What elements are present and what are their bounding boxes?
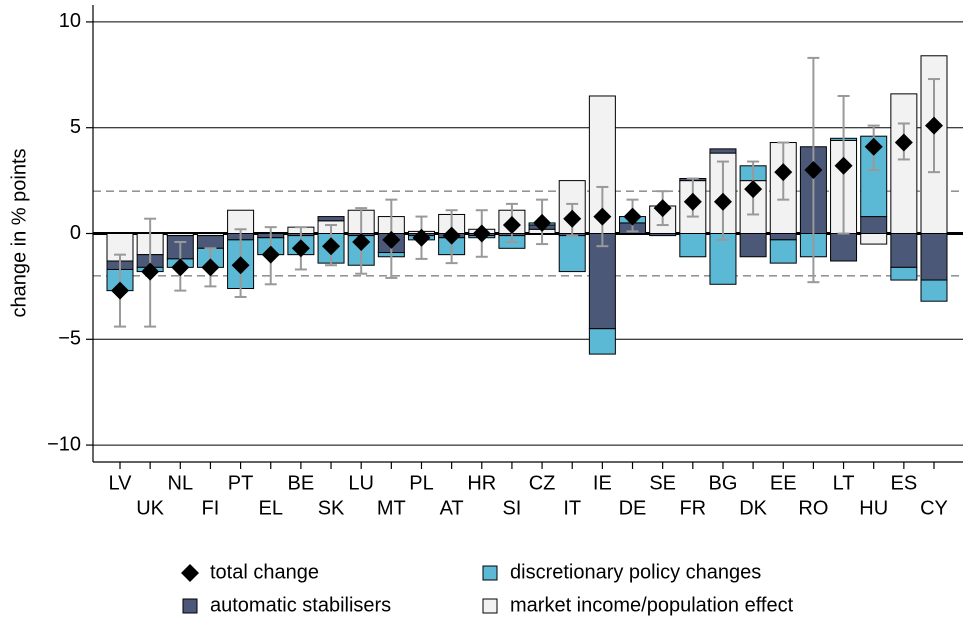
y-axis-label: change in % points bbox=[8, 148, 30, 317]
x-tick-label: ES bbox=[891, 472, 918, 494]
total-marker bbox=[533, 213, 552, 232]
x-tick-label: IE bbox=[593, 472, 612, 494]
bar-segment bbox=[649, 233, 677, 237]
legend-marker bbox=[181, 564, 199, 582]
total-marker bbox=[382, 230, 401, 249]
x-tick-label: PL bbox=[409, 472, 433, 494]
x-tick-label: HU bbox=[859, 497, 888, 519]
bar-segment bbox=[769, 239, 797, 264]
x-tick-label: FR bbox=[679, 497, 706, 519]
total-marker bbox=[593, 207, 612, 226]
total-marker bbox=[442, 226, 461, 245]
legend-label: market income/population effect bbox=[510, 594, 794, 616]
x-tick-label: HR bbox=[467, 472, 496, 494]
total-marker bbox=[291, 239, 310, 258]
total-marker bbox=[141, 262, 160, 281]
x-tick-label: PT bbox=[228, 472, 254, 494]
x-tick-label: EE bbox=[770, 472, 797, 494]
bar-segment bbox=[890, 93, 918, 234]
total-marker bbox=[894, 133, 913, 152]
total-marker bbox=[683, 192, 702, 211]
total-marker bbox=[201, 258, 220, 277]
legend-label: discretionary policy changes bbox=[510, 561, 761, 583]
x-tick-label: UK bbox=[136, 497, 164, 519]
x-tick-label: BG bbox=[709, 472, 738, 494]
total-marker bbox=[653, 199, 672, 218]
total-marker bbox=[804, 161, 823, 180]
bar-segment bbox=[920, 279, 948, 302]
bar-segment bbox=[769, 233, 797, 241]
total-marker bbox=[171, 258, 190, 277]
legend-swatch bbox=[482, 598, 498, 614]
legend-swatch bbox=[482, 565, 498, 581]
x-tick-label: SE bbox=[649, 472, 676, 494]
x-tick-label: LU bbox=[348, 472, 374, 494]
bar-segment bbox=[588, 328, 616, 355]
legend-swatch bbox=[182, 598, 198, 614]
x-tick-label: EL bbox=[259, 497, 283, 519]
x-tick-label: RO bbox=[798, 497, 828, 519]
bar-segment bbox=[679, 233, 707, 258]
y-tick-label: −10 bbox=[47, 433, 81, 455]
bar-segment bbox=[860, 216, 888, 235]
bar-segment bbox=[709, 148, 737, 154]
x-tick-label: SK bbox=[318, 497, 345, 519]
x-tick-label: MT bbox=[377, 497, 406, 519]
x-tick-label: BE bbox=[288, 472, 315, 494]
bar-segment bbox=[709, 233, 737, 285]
total-marker bbox=[502, 216, 521, 235]
total-marker bbox=[111, 281, 129, 300]
x-tick-label: CZ bbox=[529, 472, 556, 494]
bar-segment bbox=[860, 233, 888, 245]
total-marker bbox=[713, 192, 732, 211]
legend-label: total change bbox=[210, 561, 319, 583]
total-marker bbox=[231, 256, 250, 275]
bar-segment bbox=[588, 233, 616, 330]
y-tick-label: 5 bbox=[70, 116, 81, 138]
bar-segment bbox=[739, 233, 767, 258]
x-tick-label: DK bbox=[739, 497, 767, 519]
total-marker bbox=[352, 232, 371, 251]
total-marker bbox=[834, 156, 853, 175]
total-marker bbox=[261, 245, 280, 264]
total-marker bbox=[472, 224, 491, 243]
bar-segment bbox=[196, 235, 224, 249]
total-marker bbox=[412, 228, 431, 247]
x-tick-label: NL bbox=[168, 472, 194, 494]
x-tick-label: AT bbox=[440, 497, 464, 519]
x-tick-label: LV bbox=[109, 472, 133, 494]
bar-segment bbox=[890, 233, 918, 268]
x-tick-label: CY bbox=[920, 497, 948, 519]
x-tick-label: SI bbox=[502, 497, 521, 519]
y-tick-label: 0 bbox=[70, 222, 81, 244]
y-tick-label: −5 bbox=[58, 328, 81, 350]
total-marker bbox=[563, 209, 582, 228]
total-marker bbox=[322, 237, 341, 256]
bar-segment bbox=[830, 233, 858, 262]
bar-segment bbox=[558, 235, 586, 273]
x-tick-label: IT bbox=[563, 497, 581, 519]
total-marker bbox=[623, 207, 642, 226]
y-tick-label: 10 bbox=[59, 10, 81, 32]
total-marker bbox=[864, 137, 883, 156]
bar-segment bbox=[920, 233, 948, 281]
legend-label: automatic stabilisers bbox=[210, 594, 391, 616]
x-tick-label: DE bbox=[619, 497, 647, 519]
total-marker bbox=[744, 180, 763, 199]
total-marker bbox=[925, 116, 943, 135]
bar-segment bbox=[890, 266, 918, 281]
bar-segment bbox=[317, 216, 345, 222]
x-tick-label: LT bbox=[833, 472, 855, 494]
total-marker bbox=[774, 163, 793, 182]
x-tick-label: FI bbox=[202, 497, 220, 519]
